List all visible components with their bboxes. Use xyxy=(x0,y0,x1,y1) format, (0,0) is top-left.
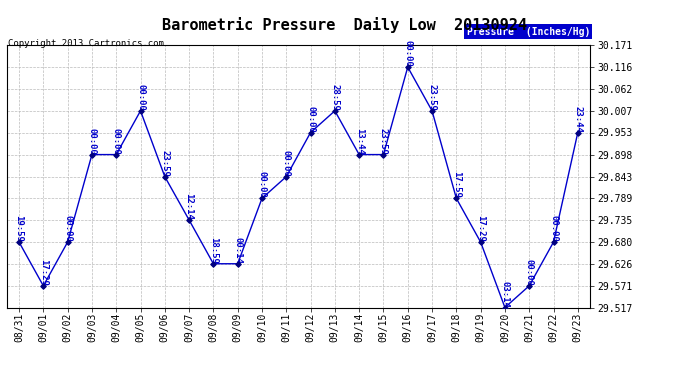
Point xyxy=(451,195,462,201)
Point xyxy=(208,261,219,267)
Text: 23:59: 23:59 xyxy=(160,150,169,177)
Text: 00:00: 00:00 xyxy=(257,171,266,198)
Text: 00:00: 00:00 xyxy=(63,215,72,242)
Point xyxy=(524,283,535,289)
Text: 19:59: 19:59 xyxy=(14,215,23,242)
Point xyxy=(475,239,486,245)
Text: 18:59: 18:59 xyxy=(209,237,218,264)
Point xyxy=(572,129,583,135)
Point xyxy=(184,217,195,223)
Point xyxy=(232,261,243,267)
Text: 12:14: 12:14 xyxy=(185,193,194,220)
Text: 23:59: 23:59 xyxy=(428,84,437,111)
Point xyxy=(159,174,170,180)
Text: 13:44: 13:44 xyxy=(355,128,364,154)
Text: 00:14: 00:14 xyxy=(233,237,242,264)
Point xyxy=(110,152,121,157)
Point xyxy=(548,239,559,245)
Text: 00:00: 00:00 xyxy=(549,215,558,242)
Text: 28:59: 28:59 xyxy=(331,84,339,111)
Point xyxy=(281,174,292,180)
Point xyxy=(426,108,437,114)
Text: 17:29: 17:29 xyxy=(476,215,485,242)
Text: 17:59: 17:59 xyxy=(452,171,461,198)
Text: 00:00: 00:00 xyxy=(88,128,97,154)
Point xyxy=(500,304,511,310)
Text: 17:29: 17:29 xyxy=(39,259,48,286)
Text: 00:00: 00:00 xyxy=(282,150,290,177)
Point xyxy=(354,152,365,157)
Point xyxy=(257,195,268,201)
Text: 00:00: 00:00 xyxy=(306,106,315,132)
Point xyxy=(378,152,389,157)
Point xyxy=(86,152,97,157)
Text: 00:00: 00:00 xyxy=(403,40,412,67)
Text: Barometric Pressure  Daily Low  20130924: Barometric Pressure Daily Low 20130924 xyxy=(163,17,527,33)
Text: 00:00: 00:00 xyxy=(136,84,145,111)
Point xyxy=(135,108,146,114)
Point xyxy=(38,283,49,289)
Point xyxy=(329,108,340,114)
Text: 00:00: 00:00 xyxy=(112,128,121,154)
Text: Copyright 2013 Cartronics.com: Copyright 2013 Cartronics.com xyxy=(8,39,164,48)
Text: Pressure  (Inches/Hg): Pressure (Inches/Hg) xyxy=(466,27,590,37)
Text: 23:44: 23:44 xyxy=(573,106,582,132)
Point xyxy=(14,239,25,245)
Text: 03:14: 03:14 xyxy=(500,280,509,308)
Text: 00:00: 00:00 xyxy=(524,259,534,286)
Text: 23:59: 23:59 xyxy=(379,128,388,154)
Point xyxy=(305,129,316,135)
Point xyxy=(402,64,413,70)
Point xyxy=(62,239,73,245)
